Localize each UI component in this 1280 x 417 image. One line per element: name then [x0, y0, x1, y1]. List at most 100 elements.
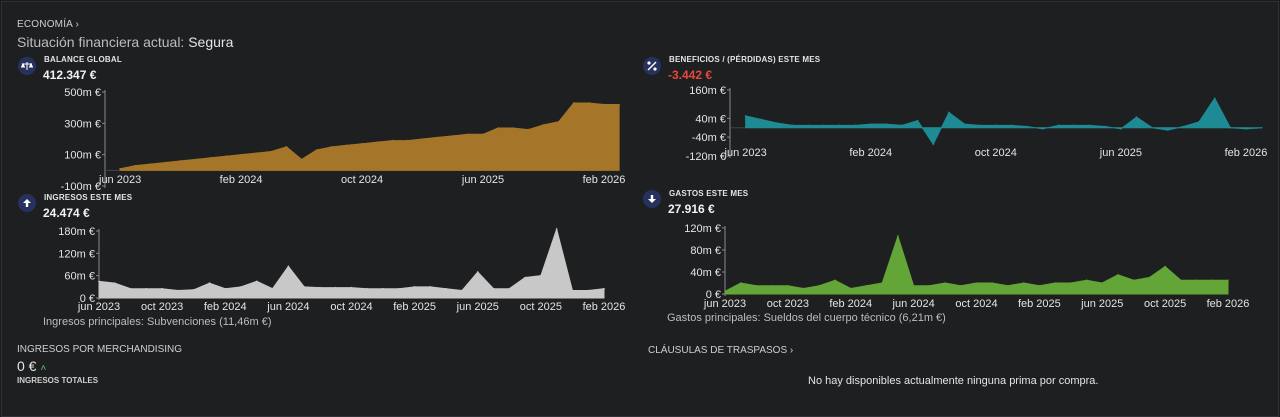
income-area-series	[98, 227, 605, 299]
balance-x-tick-label: oct 2024	[341, 174, 383, 186]
expenses-x-tick-label: jun 2023	[703, 298, 746, 310]
balance-area-series	[119, 102, 620, 171]
income-data-point	[334, 286, 337, 289]
income-data-point	[319, 286, 321, 289]
income-data-point	[240, 286, 242, 288]
chevron-right-icon[interactable]: ›	[789, 345, 794, 356]
expenses-y-tick-label: 0 €	[706, 289, 721, 301]
chevron-right-icon[interactable]: ›	[75, 19, 80, 30]
profit-data-point	[1104, 125, 1107, 128]
balance-data-point	[346, 144, 348, 147]
income-data-point	[540, 274, 542, 277]
income-data-point	[429, 286, 432, 288]
profit-data-point	[854, 124, 856, 127]
income-data-point	[129, 287, 132, 290]
profit-data-point	[1229, 126, 1232, 129]
balance-data-point	[406, 139, 409, 142]
income-footer: Ingresos principales: Subvenciones (11,4…	[43, 316, 272, 328]
breadcrumb-label[interactable]: ECONOMÍA	[17, 19, 73, 30]
expenses-data-point	[1148, 276, 1151, 279]
expenses-y-tick-label: 40m €	[690, 267, 721, 279]
income-data-point	[256, 280, 258, 283]
income-data-point	[571, 289, 574, 292]
profit-data-point	[823, 124, 825, 127]
balance-data-point	[512, 127, 515, 129]
transfer-clauses-link[interactable]: CLÁUSULAS DE TRASPASOS ›	[648, 345, 793, 356]
expenses-data-point	[771, 284, 773, 287]
income-value: 24.474 €	[43, 206, 90, 220]
transfer-empty-message: No hay disponibles actualmente ninguna p…	[808, 375, 1099, 387]
expenses-data-point	[1007, 284, 1009, 287]
arrow-down-icon	[643, 190, 661, 208]
income-data-point	[461, 289, 463, 292]
balance-data-point	[240, 153, 242, 156]
merch-label: INGRESOS POR MERCHANDISING	[17, 344, 183, 355]
expenses-data-point	[739, 282, 742, 284]
income-data-point	[350, 286, 353, 289]
transfer-clauses-label[interactable]: CLÁUSULAS DE TRASPASOS	[648, 345, 788, 356]
breadcrumb[interactable]: ECONOMÍA ›	[17, 19, 79, 30]
expenses-data-point	[787, 284, 789, 287]
income-y-tick-label: 120m €	[58, 248, 95, 260]
balance-data-point	[572, 102, 575, 104]
profit-data-point	[1073, 124, 1075, 127]
balance-data-point	[119, 167, 121, 170]
profit-data-point	[963, 123, 966, 125]
balance-data-point	[421, 138, 424, 140]
balance-data-point	[285, 146, 288, 148]
income-data-point	[271, 287, 274, 290]
balance-data-point	[255, 152, 258, 154]
percent-icon	[643, 57, 661, 75]
expenses-data-point	[912, 284, 915, 287]
expenses-data-point	[991, 282, 994, 284]
profit-x-tick-label: jun 2023	[724, 147, 767, 159]
profit-data-point	[1213, 97, 1216, 100]
balance-data-point	[603, 103, 605, 106]
expenses-data-point	[897, 235, 899, 238]
balance-data-point	[225, 155, 227, 158]
expenses-x-tick-label: jun 2025	[1080, 298, 1123, 310]
balance-data-point	[179, 160, 182, 162]
balance-data-point	[436, 136, 439, 139]
profit-data-point	[1198, 121, 1200, 123]
income-data-point	[113, 282, 116, 284]
expenses-x-tick-label: feb 2024	[829, 298, 872, 310]
expenses-data-point	[724, 290, 726, 293]
expenses-data-point	[865, 284, 868, 287]
income-data-point	[476, 271, 479, 273]
income-x-tick-label: jun 2024	[266, 301, 309, 313]
profit-data-point	[932, 143, 935, 146]
profit-x-tick-label: jun 2025	[1099, 147, 1142, 159]
income-x-tick-label: feb 2024	[204, 301, 247, 313]
merch-value: 0 € ˄	[17, 358, 46, 374]
balance-data-point	[542, 124, 545, 126]
expenses-data-point	[849, 287, 852, 290]
profit-data-point	[1088, 124, 1091, 127]
balance-value: 412.347 €	[43, 68, 97, 82]
balance-y-tick-label: 500m €	[64, 87, 101, 99]
income-data-point	[603, 287, 605, 290]
income-data-point	[366, 287, 369, 290]
arrow-up-icon	[18, 194, 36, 212]
income-x-tick-label: oct 2024	[330, 301, 372, 313]
balance-x-tick-label: feb 2024	[220, 174, 263, 186]
profit-data-point	[1167, 129, 1169, 131]
balance-data-point	[588, 102, 590, 104]
profit-data-point	[1041, 128, 1044, 130]
profit-x-tick-label: oct 2024	[975, 147, 1017, 159]
expenses-y-tick-label: 80m €	[690, 245, 721, 257]
balance-data-point	[376, 141, 378, 143]
expenses-data-point	[834, 279, 836, 282]
balance-data-point	[164, 161, 167, 164]
balance-x-tick-label: feb 2026	[583, 174, 626, 186]
profit-x-tick-label: feb 2024	[849, 147, 892, 159]
income-data-point	[555, 228, 558, 230]
balance-data-point	[149, 163, 152, 165]
profit-data-point	[1135, 116, 1138, 118]
balance-data-point	[527, 128, 530, 131]
balance-data-point	[482, 133, 484, 136]
income-data-point	[413, 286, 416, 288]
profit-y-tick-label: 160m €	[689, 85, 726, 97]
expenses-data-point	[1101, 282, 1104, 284]
